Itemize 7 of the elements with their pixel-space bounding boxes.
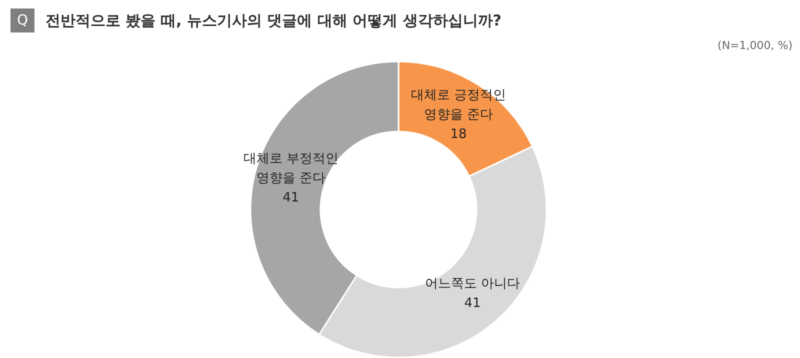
chart-title: 전반적으로 봤을 때, 뉴스기사의 댓글에 대해 어떻게 생각하십니까? (46, 12, 502, 30)
text: (N=1,000, %) (718, 39, 793, 52)
slice-label: 어느쪽도 아니다 (425, 276, 520, 292)
text: Q (16, 12, 28, 28)
data-label: 41 (464, 296, 481, 311)
data-label: 41 (282, 190, 300, 206)
data-label: 18 (450, 126, 467, 142)
